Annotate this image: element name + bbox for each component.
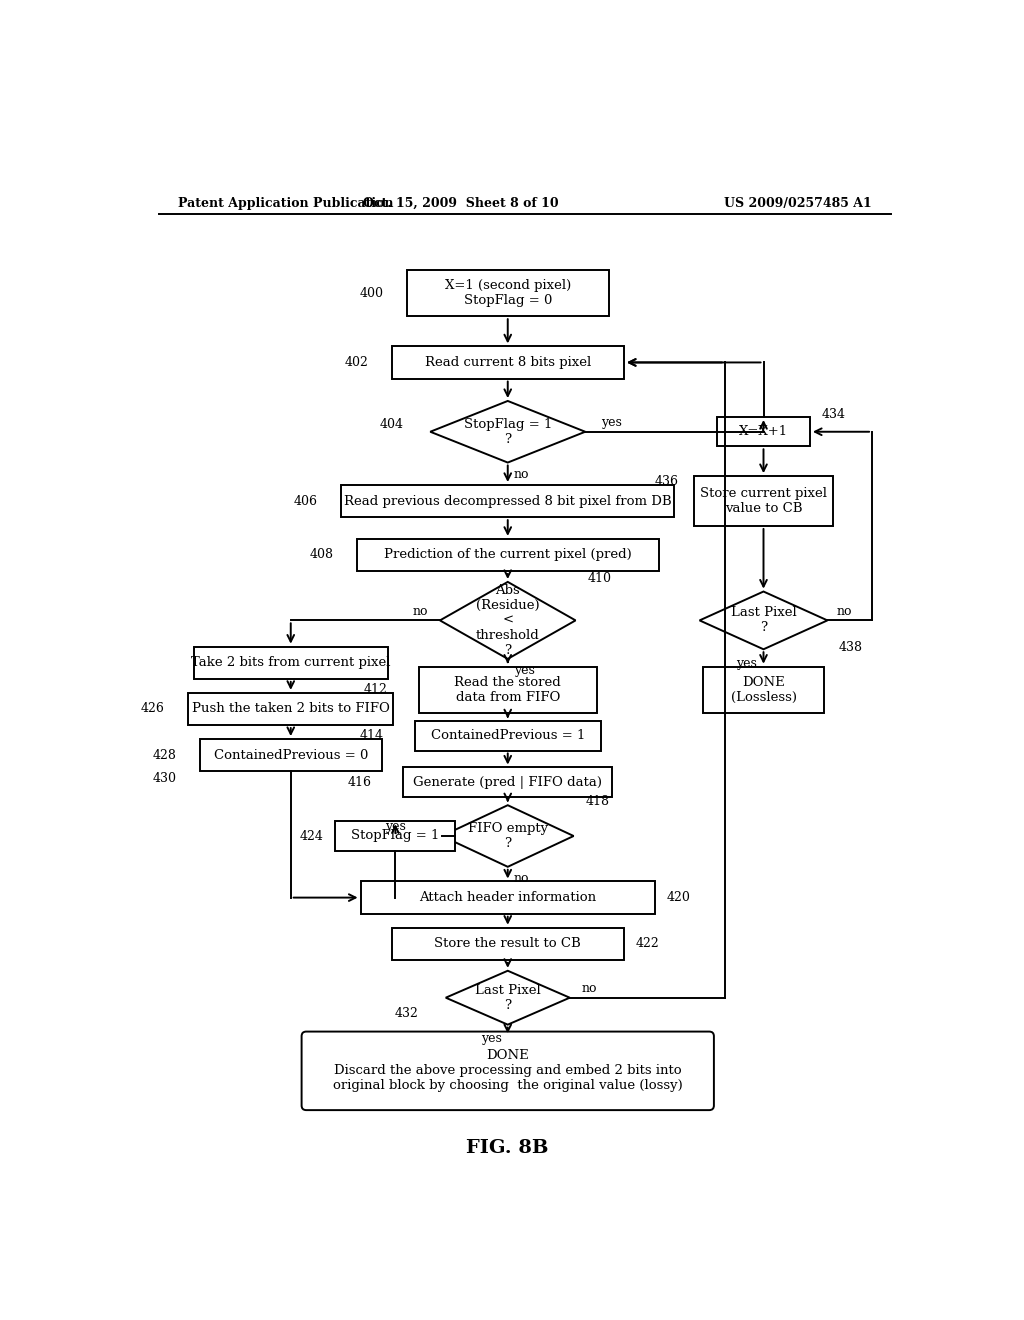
Text: Last Pixel
?: Last Pixel ? <box>475 983 541 1011</box>
Text: Read current 8 bits pixel: Read current 8 bits pixel <box>425 356 591 370</box>
Text: DONE
(Lossless): DONE (Lossless) <box>730 676 797 704</box>
Text: yes: yes <box>601 416 622 429</box>
Text: ContainedPrevious = 1: ContainedPrevious = 1 <box>430 730 585 742</box>
Text: FIG. 8B: FIG. 8B <box>467 1139 549 1156</box>
Text: 406: 406 <box>294 495 317 508</box>
Text: Read the stored
data from FIFO: Read the stored data from FIFO <box>455 676 561 704</box>
Text: Last Pixel
?: Last Pixel ? <box>731 606 797 635</box>
FancyBboxPatch shape <box>407 271 608 317</box>
Text: Read previous decompressed 8 bit pixel from DB: Read previous decompressed 8 bit pixel f… <box>344 495 672 508</box>
Text: Push the taken 2 bits to FIFO: Push the taken 2 bits to FIFO <box>191 702 390 715</box>
Text: 438: 438 <box>839 640 863 653</box>
Text: yes: yes <box>385 820 406 833</box>
FancyBboxPatch shape <box>415 721 601 751</box>
FancyBboxPatch shape <box>403 767 612 797</box>
Text: no: no <box>837 605 852 618</box>
Polygon shape <box>430 401 586 462</box>
Polygon shape <box>442 805 573 867</box>
FancyBboxPatch shape <box>693 477 834 527</box>
Text: ContainedPrevious = 0: ContainedPrevious = 0 <box>214 748 368 762</box>
Text: X=1 (second pixel)
StopFlag = 0: X=1 (second pixel) StopFlag = 0 <box>444 279 570 308</box>
Text: yes: yes <box>480 1032 502 1045</box>
Text: Generate (pred | FIFO data): Generate (pred | FIFO data) <box>414 776 602 788</box>
Text: 424: 424 <box>300 829 324 842</box>
FancyBboxPatch shape <box>302 1032 714 1110</box>
Polygon shape <box>699 591 827 649</box>
Text: no: no <box>514 467 529 480</box>
Text: 408: 408 <box>309 548 334 561</box>
FancyBboxPatch shape <box>335 821 456 850</box>
Text: Abs
(Residue)
<
threshold
?: Abs (Residue) < threshold ? <box>476 583 540 657</box>
Text: Attach header information: Attach header information <box>419 891 596 904</box>
Text: 436: 436 <box>654 475 678 488</box>
Text: no: no <box>413 605 428 618</box>
Text: 422: 422 <box>636 937 659 950</box>
Text: X=X+1: X=X+1 <box>739 425 788 438</box>
Text: 418: 418 <box>586 795 609 808</box>
Text: Oct. 15, 2009  Sheet 8 of 10: Oct. 15, 2009 Sheet 8 of 10 <box>364 197 559 210</box>
Text: 434: 434 <box>821 408 846 421</box>
Text: 428: 428 <box>153 748 176 762</box>
Text: 402: 402 <box>344 356 369 370</box>
Text: Store the result to CB: Store the result to CB <box>434 937 582 950</box>
Text: StopFlag = 1: StopFlag = 1 <box>351 829 439 842</box>
Text: 432: 432 <box>394 1007 419 1019</box>
Text: 426: 426 <box>141 702 165 715</box>
Text: Patent Application Publication: Patent Application Publication <box>178 197 394 210</box>
FancyBboxPatch shape <box>391 346 624 379</box>
Text: US 2009/0257485 A1: US 2009/0257485 A1 <box>724 197 872 210</box>
Polygon shape <box>440 582 575 659</box>
Text: Store current pixel
value to CB: Store current pixel value to CB <box>700 487 827 515</box>
Text: Prediction of the current pixel (pred): Prediction of the current pixel (pred) <box>384 548 632 561</box>
FancyBboxPatch shape <box>360 882 655 913</box>
Text: Take 2 bits from current pixel: Take 2 bits from current pixel <box>191 656 390 669</box>
FancyBboxPatch shape <box>717 417 810 446</box>
Text: yes: yes <box>736 656 758 669</box>
FancyBboxPatch shape <box>703 667 823 713</box>
Text: FIFO empty
?: FIFO empty ? <box>468 822 548 850</box>
Polygon shape <box>445 970 569 1024</box>
Text: no: no <box>582 982 597 995</box>
FancyBboxPatch shape <box>341 484 675 517</box>
Text: 416: 416 <box>348 776 372 788</box>
FancyBboxPatch shape <box>391 928 624 960</box>
FancyBboxPatch shape <box>188 693 393 725</box>
Text: yes: yes <box>514 664 535 677</box>
Text: 400: 400 <box>359 286 384 300</box>
Text: StopFlag = 1
?: StopFlag = 1 ? <box>464 417 552 446</box>
Text: 404: 404 <box>379 417 403 430</box>
Text: 430: 430 <box>153 772 176 785</box>
Text: no: no <box>514 871 529 884</box>
FancyBboxPatch shape <box>200 739 382 771</box>
FancyBboxPatch shape <box>356 539 658 572</box>
Text: 414: 414 <box>359 730 384 742</box>
Text: 420: 420 <box>667 891 690 904</box>
FancyBboxPatch shape <box>419 667 597 713</box>
FancyBboxPatch shape <box>194 647 388 678</box>
Text: DONE
Discard the above processing and embed 2 bits into
original block by choosi: DONE Discard the above processing and em… <box>333 1049 683 1093</box>
Text: 410: 410 <box>587 572 611 585</box>
Text: 412: 412 <box>364 684 388 696</box>
